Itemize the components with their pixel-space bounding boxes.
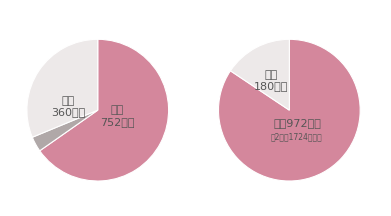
Text: 教養
360時間: 教養 360時間 bbox=[51, 96, 85, 118]
Wedge shape bbox=[40, 39, 169, 181]
Text: （2年で1724時間）: （2年で1724時間） bbox=[271, 133, 322, 141]
Wedge shape bbox=[230, 39, 289, 110]
Wedge shape bbox=[32, 110, 98, 151]
Wedge shape bbox=[27, 39, 98, 137]
Text: 実習
752時間: 実習 752時間 bbox=[100, 105, 135, 127]
Text: 実習972時間: 実習972時間 bbox=[274, 118, 322, 128]
Text: 教養
180時間: 教養 180時間 bbox=[254, 70, 288, 91]
Wedge shape bbox=[219, 39, 360, 181]
